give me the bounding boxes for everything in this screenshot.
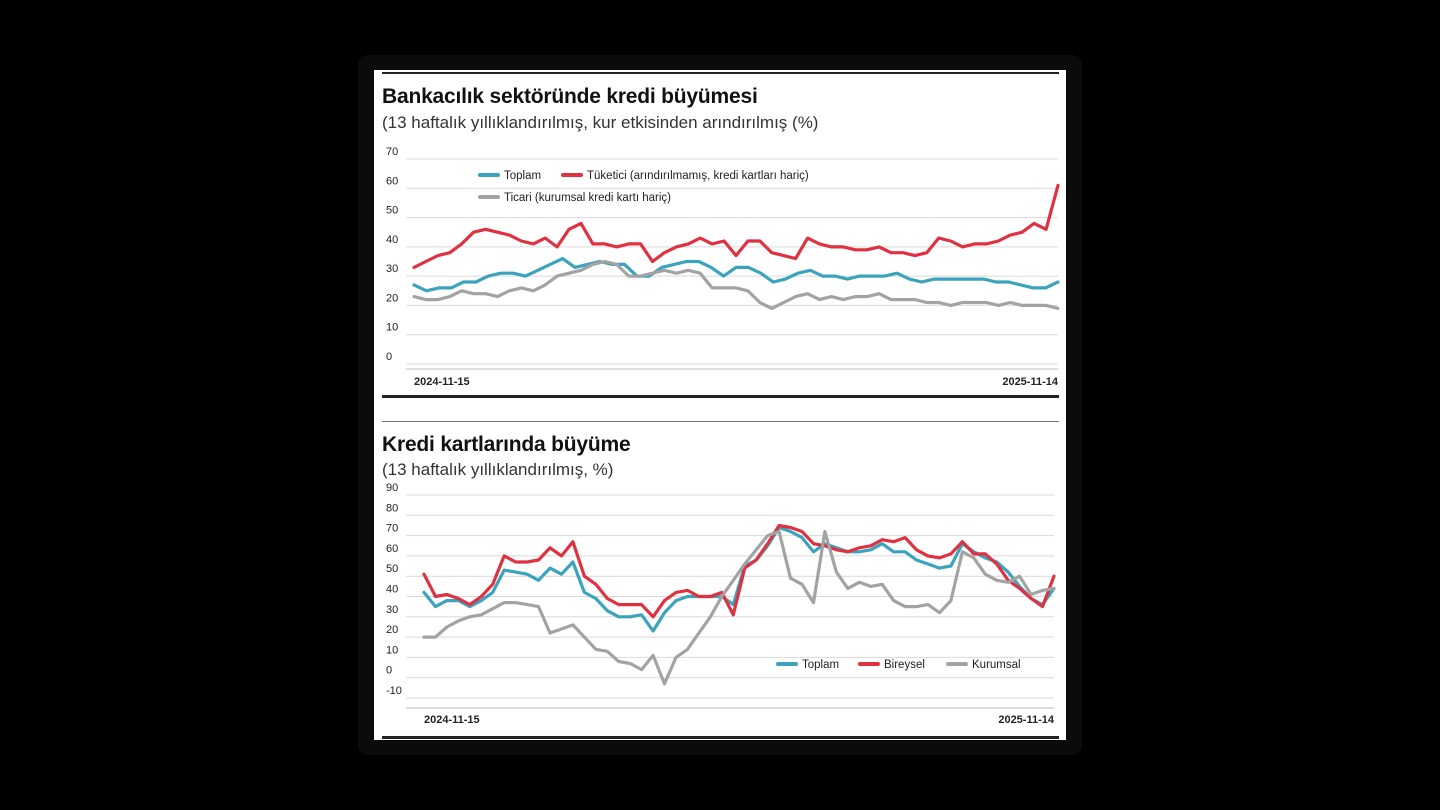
y-tick-label: 0 — [386, 351, 392, 363]
y-tick-label: 50 — [386, 563, 398, 575]
y-tick-label: 80 — [386, 502, 398, 514]
y-tick-label: 70 — [386, 523, 398, 535]
legend-label: Tüketici (arındırılmamış, kredi kartları… — [587, 170, 809, 182]
y-tick-label: 90 — [386, 482, 398, 494]
series-line-gray — [412, 259, 1060, 310]
y-tick-label: 10 — [386, 644, 398, 656]
series-line-red — [422, 523, 1056, 619]
legend-label: Toplam — [504, 170, 541, 182]
legend-label: Bireysel — [884, 659, 925, 671]
series-line-gray — [422, 529, 1056, 686]
y-tick-label: 60 — [386, 175, 398, 187]
bottom-rule — [382, 736, 1059, 739]
y-tick-label: 40 — [386, 584, 398, 596]
chart2-subtitle: (13 haftalık yıllıklandırılmış, %) — [382, 460, 614, 479]
chart-panel — [374, 70, 1066, 740]
chart1-subtitle: (13 haftalık yıllıklandırılmış, kur etki… — [382, 113, 819, 132]
y-tick-label: 10 — [386, 322, 398, 334]
y-tick-label: 50 — [386, 205, 398, 217]
x-tick-label-start: 2024-11-15 — [424, 714, 480, 726]
legend-label: Toplam — [802, 659, 839, 671]
legend-label: Kurumsal — [972, 659, 1021, 671]
y-tick-label: 70 — [386, 146, 398, 158]
chart1-title: Bankacılık sektöründe kredi büyümesi — [382, 85, 758, 108]
x-tick-label-end: 2025-11-14 — [1002, 376, 1059, 388]
y-tick-label: 60 — [386, 543, 398, 555]
y-tick-label: 40 — [386, 234, 398, 246]
mid-rule-bold — [382, 395, 1059, 398]
y-tick-label: 30 — [386, 604, 398, 616]
y-tick-label: 20 — [386, 292, 398, 304]
series-line-toplam — [412, 257, 1060, 293]
legend-label: Ticari (kurumsal kredi kartı hariç) — [504, 192, 671, 204]
x-tick-label-start: 2024-11-15 — [414, 376, 470, 388]
y-tick-label: 20 — [386, 624, 398, 636]
x-tick-label-end: 2025-11-14 — [998, 714, 1055, 726]
chart2-title: Kredi kartlarında büyüme — [382, 433, 631, 456]
y-tick-label: 0 — [386, 665, 392, 677]
y-tick-label: 30 — [386, 263, 398, 275]
y-tick-label: -10 — [386, 685, 402, 697]
top-rule — [382, 72, 1059, 74]
mid-rule-thin — [382, 421, 1059, 422]
series-line-red — [412, 183, 1060, 269]
